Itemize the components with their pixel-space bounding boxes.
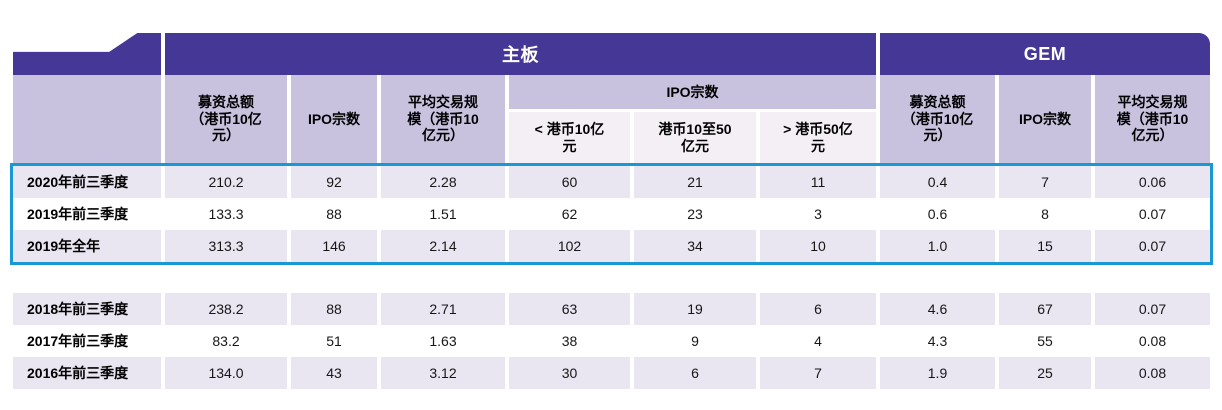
cell-gem-ipo-count: 67 <box>999 293 1091 325</box>
cell-mb-ipo-under-1b: 30 <box>509 357 630 389</box>
header-mb-avg-deal-size: 平均交易规 模（港币10 亿元） <box>381 75 505 163</box>
table-row-2020-q1-3: 2020年前三季度 210.2 92 2.28 60 21 11 0.4 7 0… <box>13 166 1210 198</box>
row-label: 2019年全年 <box>13 230 161 262</box>
header-mb-funds-raised: 募资总额 （港币10亿 元） <box>165 75 287 163</box>
cell-mb-ipo-count: 146 <box>291 230 377 262</box>
row-label-header-blank <box>13 75 161 163</box>
cell-gem-ipo-count: 15 <box>999 230 1091 262</box>
cell-mb-ipo-count: 88 <box>291 293 377 325</box>
ipo-statistics-table: 主板 GEM 募资总额 （港币10亿 元） IPO宗数 平均交易规 模（港币10… <box>10 33 1213 389</box>
cell-mb-ipo-1b-to-5b: 9 <box>634 325 756 357</box>
cell-mb-ipo-count: 51 <box>291 325 377 357</box>
table-row-2018-q1-3: 2018年前三季度 238.2 88 2.71 63 19 6 4.6 67 0… <box>13 293 1210 325</box>
cell-mb-ipo-over-5b: 10 <box>760 230 876 262</box>
history-rows-section: 2018年前三季度 238.2 88 2.71 63 19 6 4.6 67 0… <box>13 293 1210 389</box>
cell-mb-ipo-count: 92 <box>291 166 377 198</box>
group-header-gem: GEM <box>880 33 1210 75</box>
header-mb-ipo-count: IPO宗数 <box>291 75 377 163</box>
cell-mb-ipo-count: 43 <box>291 357 377 389</box>
cell-mb-ipo-1b-to-5b: 21 <box>634 166 756 198</box>
cell-mb-avg-deal: 2.28 <box>381 166 505 198</box>
cell-mb-ipo-over-5b: 4 <box>760 325 876 357</box>
cell-gem-avg-deal: 0.08 <box>1095 357 1210 389</box>
cell-mb-funds: 133.3 <box>165 198 287 230</box>
cell-gem-funds: 0.4 <box>880 166 995 198</box>
cell-gem-funds: 1.0 <box>880 230 995 262</box>
cell-gem-avg-deal: 0.07 <box>1095 230 1210 262</box>
cell-mb-funds: 134.0 <box>165 357 287 389</box>
highlighted-rows-box: 2020年前三季度 210.2 92 2.28 60 21 11 0.4 7 0… <box>10 163 1213 265</box>
cell-mb-funds: 238.2 <box>165 293 287 325</box>
cell-mb-ipo-over-5b: 6 <box>760 293 876 325</box>
cell-gem-avg-deal: 0.06 <box>1095 166 1210 198</box>
group-header-main-board: 主板 <box>165 33 876 75</box>
header-mb-ipo-over-5b: > 港币50亿 元 <box>760 112 876 163</box>
cell-gem-avg-deal: 0.07 <box>1095 198 1210 230</box>
cell-gem-funds: 4.6 <box>880 293 995 325</box>
section-gap <box>13 265 1210 293</box>
cell-mb-ipo-1b-to-5b: 23 <box>634 198 756 230</box>
group-header-band: 主板 GEM <box>13 33 1210 75</box>
header-mb-ipo-count-group: IPO宗数 <box>509 75 876 109</box>
cell-mb-ipo-over-5b: 11 <box>760 166 876 198</box>
corner-angled-shape <box>13 33 161 75</box>
row-label: 2017年前三季度 <box>13 325 161 357</box>
cell-mb-avg-deal: 1.51 <box>381 198 505 230</box>
cell-mb-avg-deal: 2.71 <box>381 293 505 325</box>
cell-mb-ipo-count: 88 <box>291 198 377 230</box>
cell-gem-ipo-count: 25 <box>999 357 1091 389</box>
cell-mb-funds: 313.3 <box>165 230 287 262</box>
cell-mb-funds: 83.2 <box>165 325 287 357</box>
table-row-2019-q1-3: 2019年前三季度 133.3 88 1.51 62 23 3 0.6 8 0.… <box>13 198 1210 230</box>
row-label: 2019年前三季度 <box>13 198 161 230</box>
cell-mb-ipo-under-1b: 62 <box>509 198 630 230</box>
header-gem-funds-raised: 募资总额 （港币10亿 元） <box>880 75 995 163</box>
row-label: 2016年前三季度 <box>13 357 161 389</box>
cell-mb-ipo-under-1b: 38 <box>509 325 630 357</box>
cell-mb-ipo-1b-to-5b: 6 <box>634 357 756 389</box>
row-label: 2018年前三季度 <box>13 293 161 325</box>
cell-mb-avg-deal: 1.63 <box>381 325 505 357</box>
cell-mb-ipo-under-1b: 60 <box>509 166 630 198</box>
cell-mb-avg-deal: 2.14 <box>381 230 505 262</box>
row-label: 2020年前三季度 <box>13 166 161 198</box>
cell-gem-avg-deal: 0.07 <box>1095 293 1210 325</box>
cell-mb-ipo-1b-to-5b: 19 <box>634 293 756 325</box>
cell-mb-avg-deal: 3.12 <box>381 357 505 389</box>
cell-mb-funds: 210.2 <box>165 166 287 198</box>
cell-mb-ipo-1b-to-5b: 34 <box>634 230 756 262</box>
header-gem-ipo-count: IPO宗数 <box>999 75 1091 163</box>
cell-gem-ipo-count: 8 <box>999 198 1091 230</box>
cell-mb-ipo-under-1b: 63 <box>509 293 630 325</box>
cell-mb-ipo-over-5b: 3 <box>760 198 876 230</box>
header-gem-avg-deal-size: 平均交易规 模（港币10 亿元） <box>1095 75 1210 163</box>
cell-gem-funds: 0.6 <box>880 198 995 230</box>
table-row-2017-q1-3: 2017年前三季度 83.2 51 1.63 38 9 4 4.3 55 0.0… <box>13 325 1210 357</box>
cell-gem-ipo-count: 55 <box>999 325 1091 357</box>
cell-mb-ipo-under-1b: 102 <box>509 230 630 262</box>
column-header-row: 募资总额 （港币10亿 元） IPO宗数 平均交易规 模（港币10 亿元） IP… <box>13 75 1210 163</box>
table-row-2019-full-year: 2019年全年 313.3 146 2.14 102 34 10 1.0 15 … <box>13 230 1210 262</box>
header-mb-ipo-under-1b: < 港币10亿 元 <box>509 112 630 163</box>
header-mb-ipo-1b-to-5b: 港币10至50 亿元 <box>634 112 756 163</box>
cell-gem-avg-deal: 0.08 <box>1095 325 1210 357</box>
cell-gem-funds: 1.9 <box>880 357 995 389</box>
table-row-2016-q1-3: 2016年前三季度 134.0 43 3.12 30 6 7 1.9 25 0.… <box>13 357 1210 389</box>
cell-gem-ipo-count: 7 <box>999 166 1091 198</box>
cell-mb-ipo-over-5b: 7 <box>760 357 876 389</box>
cell-gem-funds: 4.3 <box>880 325 995 357</box>
